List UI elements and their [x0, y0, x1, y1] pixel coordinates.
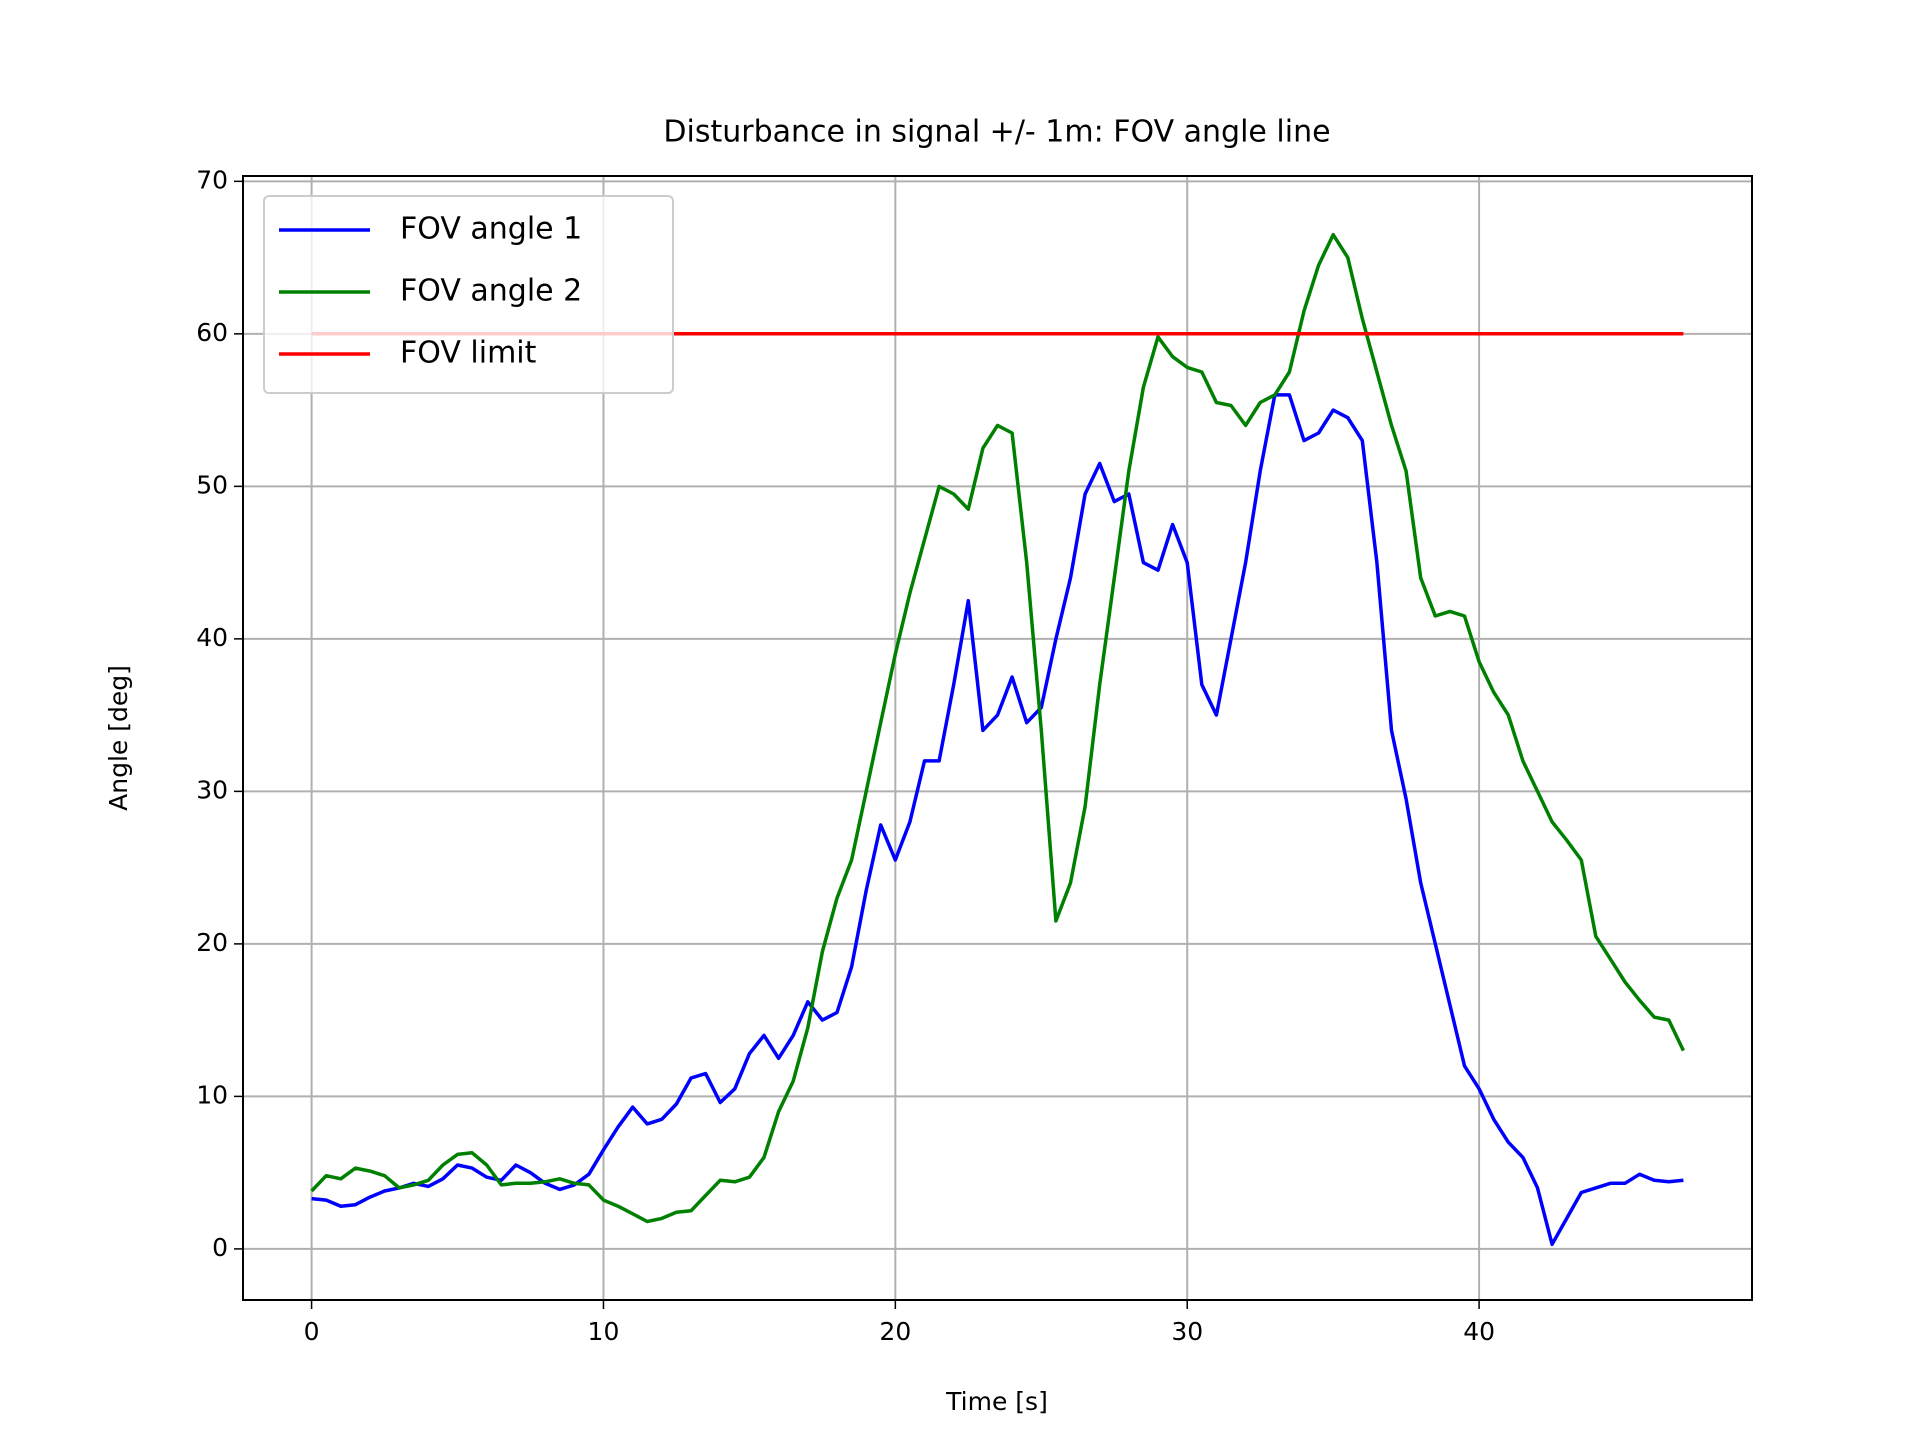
- y-tick-label: 0: [212, 1233, 228, 1262]
- y-tick-label: 50: [196, 470, 228, 499]
- data-line: [310, 232, 1685, 1224]
- x-axis-label: Time [s]: [945, 1387, 1048, 1416]
- y-tick-label: 30: [196, 775, 228, 804]
- x-tick-label: 0: [304, 1317, 320, 1346]
- y-tick-label: 10: [196, 1080, 228, 1109]
- data-line: [311, 393, 1684, 1247]
- legend-label: FOV angle 1: [400, 212, 582, 247]
- y-tick-label: 60: [196, 318, 228, 347]
- chart-title: Disturbance in signal +/- 1m: FOV angle …: [663, 115, 1330, 150]
- y-tick-label: 40: [196, 623, 228, 652]
- x-tick-label: 10: [588, 1317, 620, 1346]
- legend-box: [263, 195, 674, 394]
- y-tick-label: 70: [196, 165, 228, 194]
- x-tick-label: 30: [1171, 1317, 1203, 1346]
- y-axis-label: Angle [deg]: [104, 665, 133, 811]
- legend-label: FOV angle 2: [400, 274, 582, 309]
- y-tick-label: 20: [196, 928, 228, 957]
- legend-label: FOV limit: [400, 336, 537, 371]
- x-tick-label: 20: [879, 1317, 911, 1346]
- x-tick-label: 40: [1463, 1317, 1495, 1346]
- plot-frame: [242, 175, 1753, 1301]
